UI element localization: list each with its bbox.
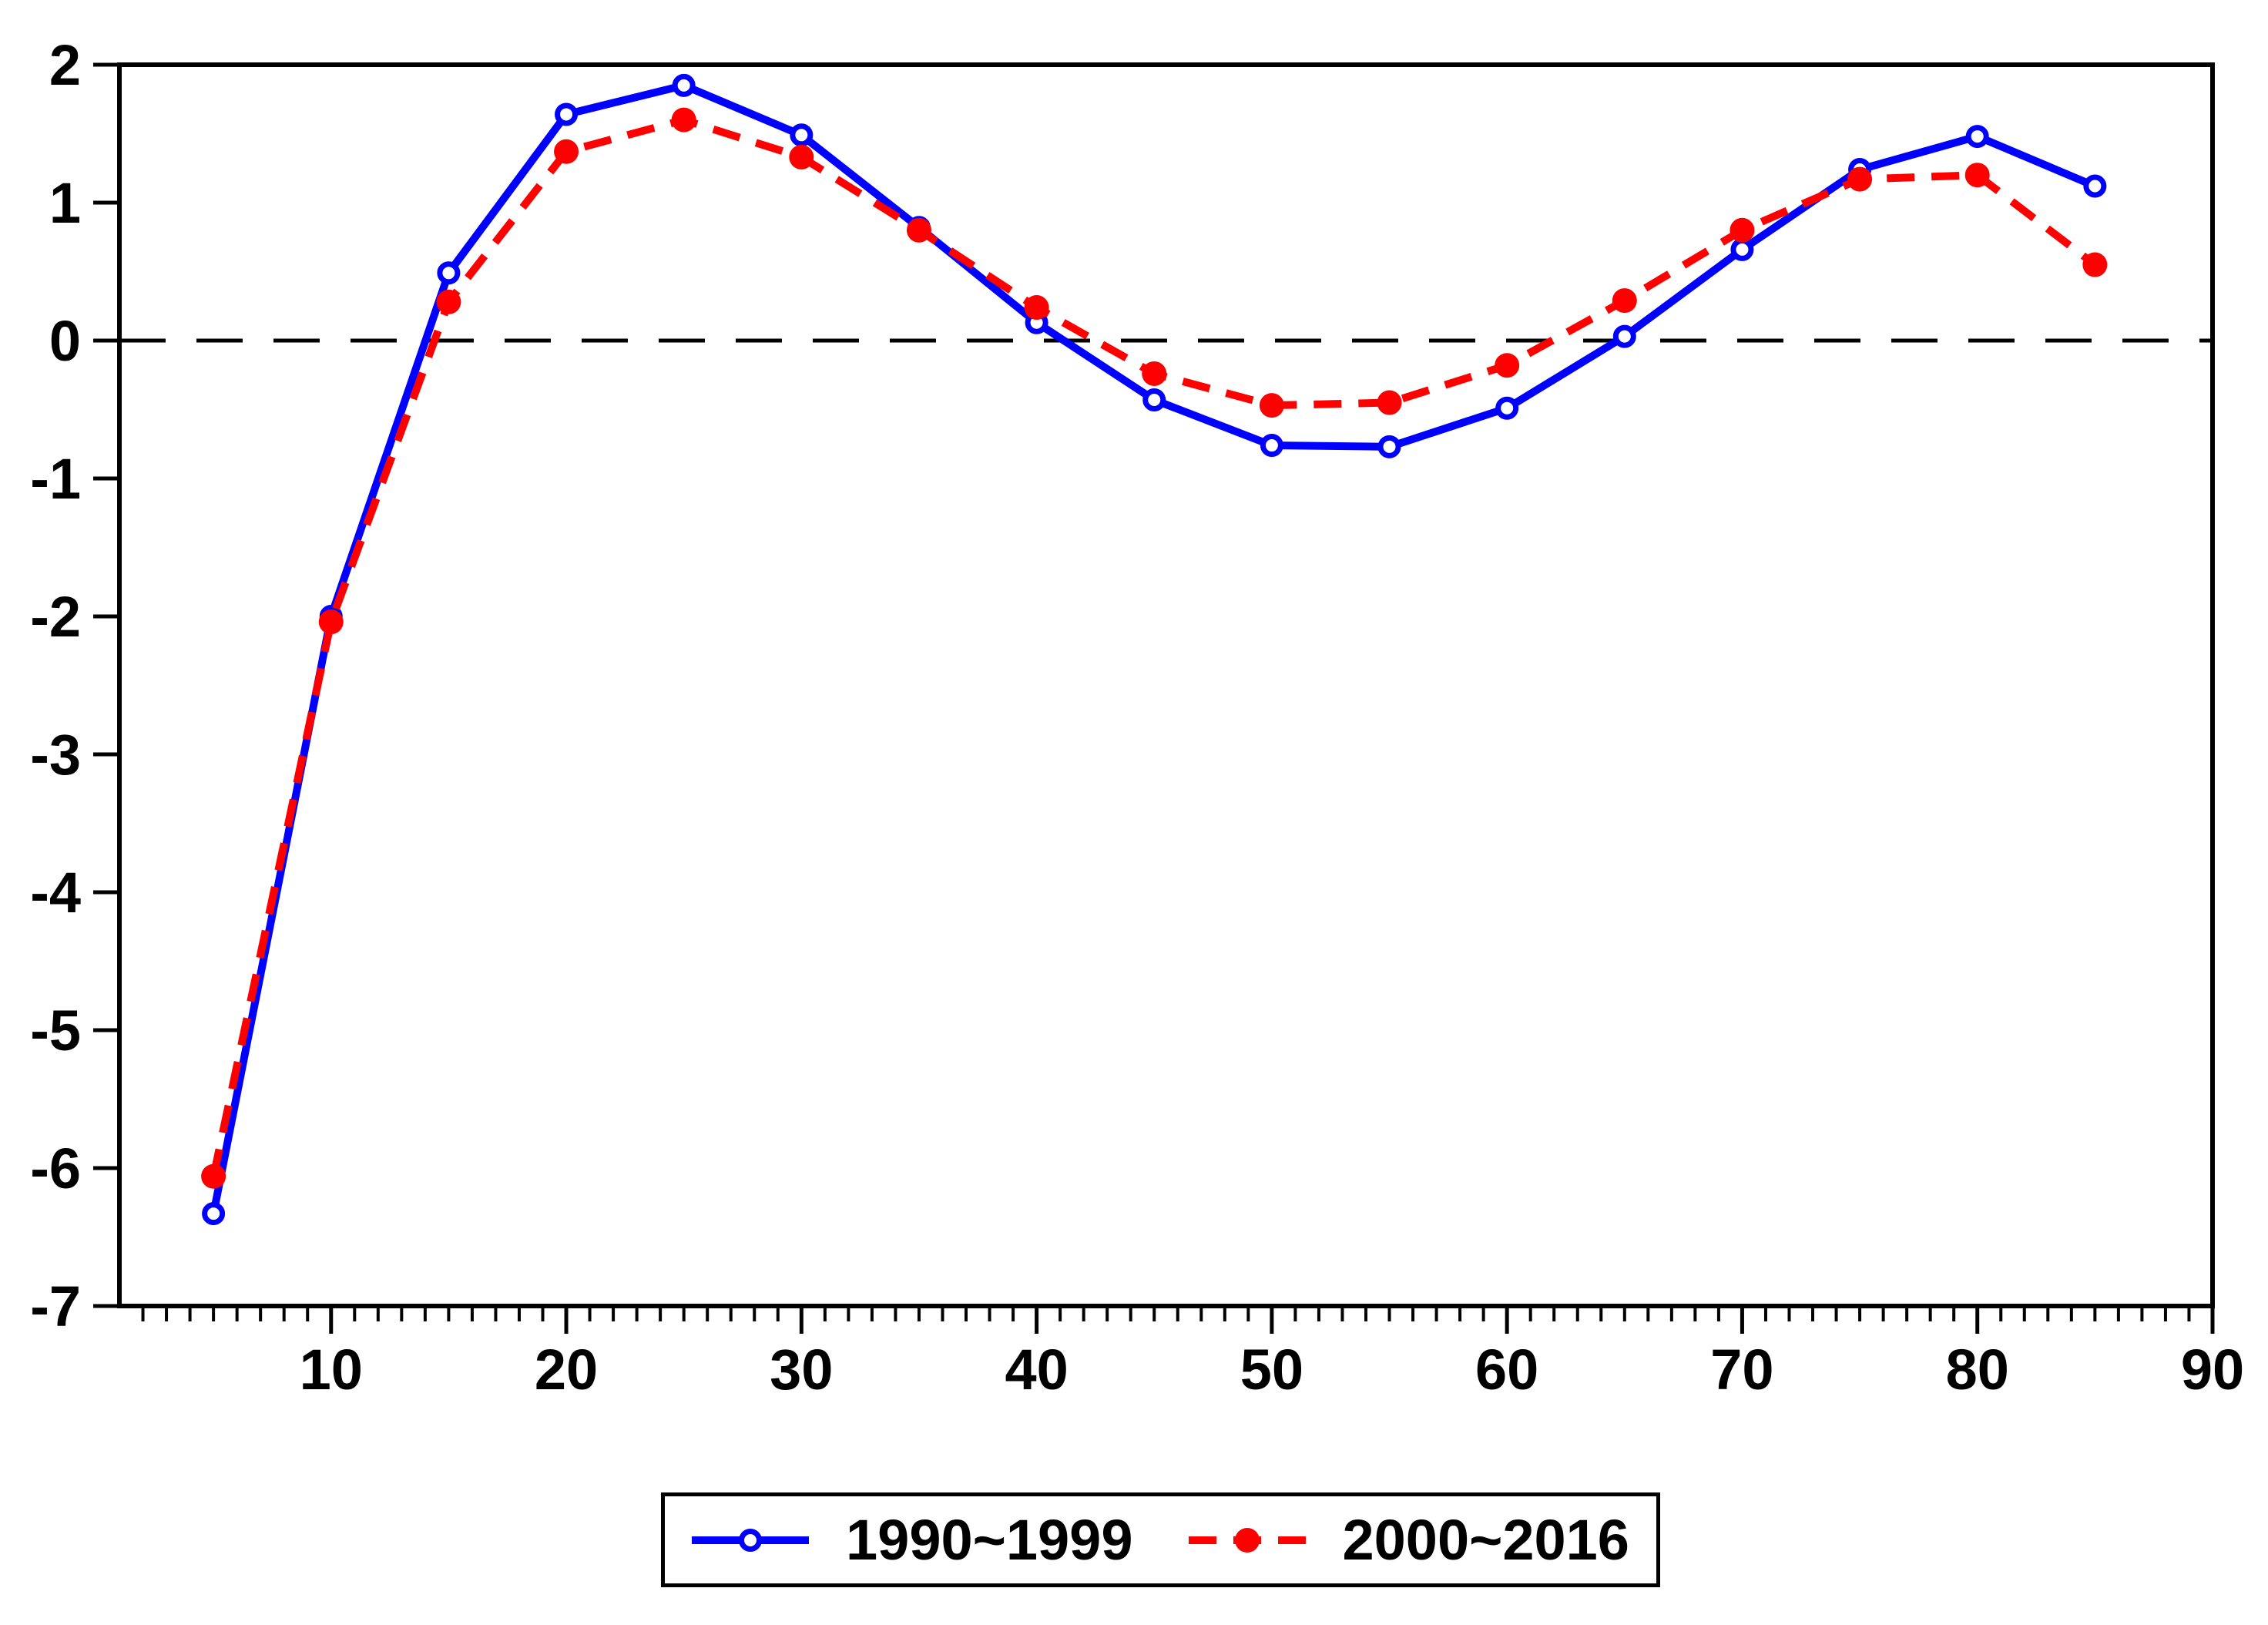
legend-solid-line-open-circle-icon [692,1512,810,1569]
y-tick-label: 0 [49,309,81,373]
y-tick-label: 1 [49,171,81,235]
data-point-filled-circle [1142,361,1167,386]
legend-open-circle-marker [739,1528,763,1552]
legend-filled-circle-marker [1234,1527,1260,1553]
data-point-filled-circle [1964,163,1990,188]
plot-frame [117,62,2215,1308]
data-point-filled-circle [1377,390,1402,415]
data-point-filled-circle [1612,288,1637,314]
y-tick-label: 2 [49,33,81,97]
data-point-open-circle [437,261,461,285]
data-point-filled-circle [554,139,579,164]
legend: 1990~1999 2000~2016 [661,1492,1660,1587]
legend-label-series-1: 1990~1999 [846,1507,1133,1572]
data-point-open-circle [202,1202,226,1226]
data-point-filled-circle [1495,353,1520,378]
data-point-filled-circle [671,107,696,133]
legend-item-1990-1999: 1990~1999 [692,1507,1133,1572]
y-tick-label: -5 [30,999,81,1063]
y-tick-label: -6 [30,1136,81,1200]
x-tick-label: 50 [1240,1338,1303,1402]
legend-label-series-2: 2000~2016 [1342,1507,1629,1572]
data-point-filled-circle [2082,252,2108,277]
y-tick-label: -2 [30,585,81,649]
series-line-1990~1999 [210,81,2097,1215]
data-point-open-circle [1495,396,1519,420]
data-point-open-circle [672,73,696,97]
data-point-filled-circle [1259,393,1284,418]
legend-item-2000-2016: 2000~2016 [1188,1507,1629,1572]
data-point-open-circle [1377,435,1401,458]
x-tick-label: 60 [1475,1338,1538,1402]
data-point-filled-circle [789,144,814,170]
data-point-open-circle [2083,174,2107,198]
data-point-open-circle [1260,434,1283,458]
data-point-open-circle [1965,125,1989,149]
data-point-open-circle [790,123,814,147]
data-point-filled-circle [906,217,931,243]
y-tick-label: -7 [30,1274,81,1338]
data-point-filled-circle [436,289,461,314]
x-tick-label: 30 [770,1338,833,1402]
data-point-filled-circle [201,1163,226,1189]
x-tick-label: 80 [1946,1338,2009,1402]
data-point-open-circle [1142,388,1166,411]
data-point-open-circle [1612,324,1636,348]
x-tick-label: 40 [1005,1338,1068,1402]
x-tick-label: 20 [535,1338,598,1402]
data-point-filled-circle [318,609,344,635]
data-point-open-circle [1730,237,1754,261]
x-tick-label: 10 [300,1338,363,1402]
data-point-filled-circle [1730,217,1755,243]
series-line-2000~2016 [210,116,2098,1177]
x-tick-label: 90 [2181,1338,2244,1402]
y-tick-label: -3 [30,723,81,787]
x-tick-label: 70 [1710,1338,1773,1402]
data-point-filled-circle [1024,295,1049,321]
y-tick-label: -1 [30,447,81,511]
y-tick-label: -4 [30,861,81,925]
legend-dashed-line-filled-circle-icon [1188,1512,1306,1569]
data-point-open-circle [555,102,579,126]
data-point-filled-circle [1847,166,1873,192]
